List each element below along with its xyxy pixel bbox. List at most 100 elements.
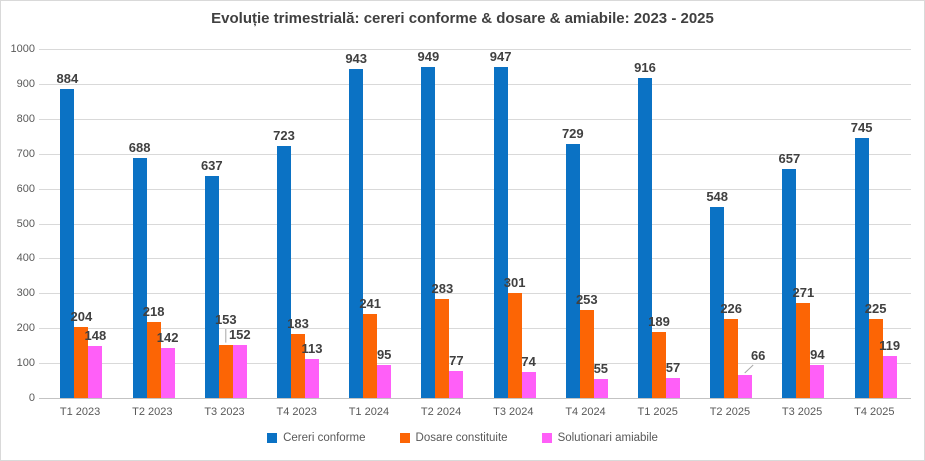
y-tick-label: 400 — [16, 252, 35, 265]
bar-solutionari-amiabile — [666, 378, 680, 398]
bar-value-label: 189 — [648, 314, 670, 330]
bar-solutionari-amiabile — [377, 364, 392, 398]
legend-swatch — [399, 433, 410, 443]
bar-value-label: 77 — [449, 353, 464, 369]
bar-value-label: 301 — [503, 274, 526, 290]
bar-cereri-conforme — [132, 157, 147, 398]
bar-value-label: 55 — [593, 360, 609, 376]
gridline — [39, 258, 911, 260]
bar-value-label: 94 — [810, 347, 825, 363]
bar-value-label: 688 — [128, 139, 151, 155]
bar-cereri-conforme — [710, 206, 725, 398]
bar-value-label: 253 — [575, 291, 598, 307]
bar-solutionari-amiabile — [88, 346, 103, 398]
bar-value-label: 916 — [634, 60, 656, 76]
x-tick-label: T4 2025 — [854, 406, 895, 418]
gridline — [39, 328, 911, 330]
bar-cereri-conforme — [60, 89, 75, 398]
bar-value-label: 949 — [417, 48, 440, 64]
bar-value-label: 119 — [879, 338, 901, 354]
bar-cereri-conforme — [782, 168, 797, 398]
bar-value-label: 142 — [156, 330, 179, 346]
y-tick-label: 0 — [28, 392, 35, 404]
bar-value-label: 74 — [521, 354, 536, 370]
gridline — [39, 293, 911, 295]
bar-dosare-constituite — [796, 303, 811, 398]
x-tick-label: T3 2025 — [781, 406, 823, 418]
x-tick-label: T4 2024 — [565, 406, 606, 418]
gridline — [39, 223, 911, 225]
x-axis-line — [39, 398, 911, 399]
chart-title: Evoluție trimestrială: cereri conforme &… — [211, 10, 714, 27]
bar-value-label: 637 — [200, 157, 223, 173]
y-tick-label: 600 — [16, 182, 35, 195]
bar-dosare-constituite — [724, 319, 739, 398]
x-tick-label: T1 2023 — [59, 406, 101, 418]
bar-cereri-conforme — [277, 145, 291, 398]
bar-value-label: 723 — [273, 127, 295, 143]
bar-value-label: 148 — [84, 328, 107, 344]
y-tick-label: 200 — [16, 322, 35, 335]
bar-value-label: 226 — [720, 301, 743, 317]
gridline — [39, 83, 911, 85]
bar-cereri-conforme — [493, 67, 508, 398]
bar-dosare-constituite — [507, 292, 522, 398]
bar-dosare-constituite — [74, 326, 89, 398]
y-tick-label: 900 — [16, 77, 35, 90]
legend-swatch — [541, 433, 552, 443]
bar-dosare-constituite — [435, 299, 450, 398]
chart-legend: Cereri conforme Dosare constituite Solutio… — [1, 432, 924, 444]
bar-solutionari-amiabile — [593, 378, 608, 398]
bar-cereri-conforme — [565, 143, 580, 398]
bar-dosare-constituite — [218, 344, 233, 398]
legend-item-cereri-conforme: Cereri conforme — [267, 432, 366, 444]
legend-label: Cereri conforme — [283, 432, 366, 444]
bar-dosare-constituite — [291, 334, 305, 398]
bar-value-label: 884 — [56, 71, 79, 87]
x-tick-label: T1 2025 — [637, 406, 678, 418]
legend-label: Dosare constituite — [415, 432, 508, 444]
y-tick-label: 800 — [16, 112, 35, 125]
bar-value-label: 241 — [359, 295, 382, 311]
bar-value-label: 283 — [431, 281, 454, 297]
x-tick-label: T1 2024 — [348, 406, 390, 418]
bar-value-label: 218 — [142, 303, 165, 319]
bar-value-label: 548 — [706, 188, 729, 204]
bar-solutionari-amiabile — [738, 374, 753, 398]
gridline — [39, 49, 911, 50]
x-tick-label: T3 2023 — [204, 406, 245, 418]
bar-solutionari-amiabile — [810, 365, 825, 398]
bar-value-label: 657 — [778, 150, 801, 166]
bar-cereri-conforme — [204, 175, 219, 398]
y-tick-label: 100 — [16, 357, 35, 370]
bar-value-label: 943 — [345, 50, 368, 66]
bar-cereri-conforme — [638, 78, 652, 398]
bar-value-label: 66 — [750, 347, 766, 363]
bar-value-label: 152 — [228, 326, 251, 342]
bar-value-label: 225 — [864, 301, 887, 317]
bar-value-label: 183 — [287, 316, 309, 332]
bar-cereri-conforme — [854, 137, 869, 398]
legend-item-dosare-constituite: Dosare constituite — [399, 432, 508, 444]
bar-value-label: 745 — [850, 119, 873, 135]
x-tick-label: T2 2025 — [709, 406, 751, 418]
bar-solutionari-amiabile — [305, 358, 319, 398]
bar-value-label: 271 — [792, 285, 815, 301]
bar-value-label: 113 — [301, 340, 323, 356]
bar-solutionari-amiabile — [521, 372, 536, 398]
bar-solutionari-amiabile — [160, 348, 175, 398]
gridline — [39, 363, 911, 365]
leader-line — [744, 364, 754, 374]
bar-dosare-constituite — [652, 332, 666, 398]
y-tick-label: 1000 — [10, 43, 35, 55]
x-tick-label: T2 2023 — [132, 406, 173, 418]
gridline — [39, 153, 911, 155]
bar-value-label: 57 — [665, 360, 681, 376]
bar-solutionari-amiabile — [449, 371, 464, 398]
y-tick-label: 500 — [16, 217, 35, 230]
legend-swatch — [267, 433, 278, 443]
gridline — [39, 118, 911, 120]
bar-dosare-constituite — [579, 309, 594, 398]
y-tick-label: 700 — [16, 147, 35, 160]
